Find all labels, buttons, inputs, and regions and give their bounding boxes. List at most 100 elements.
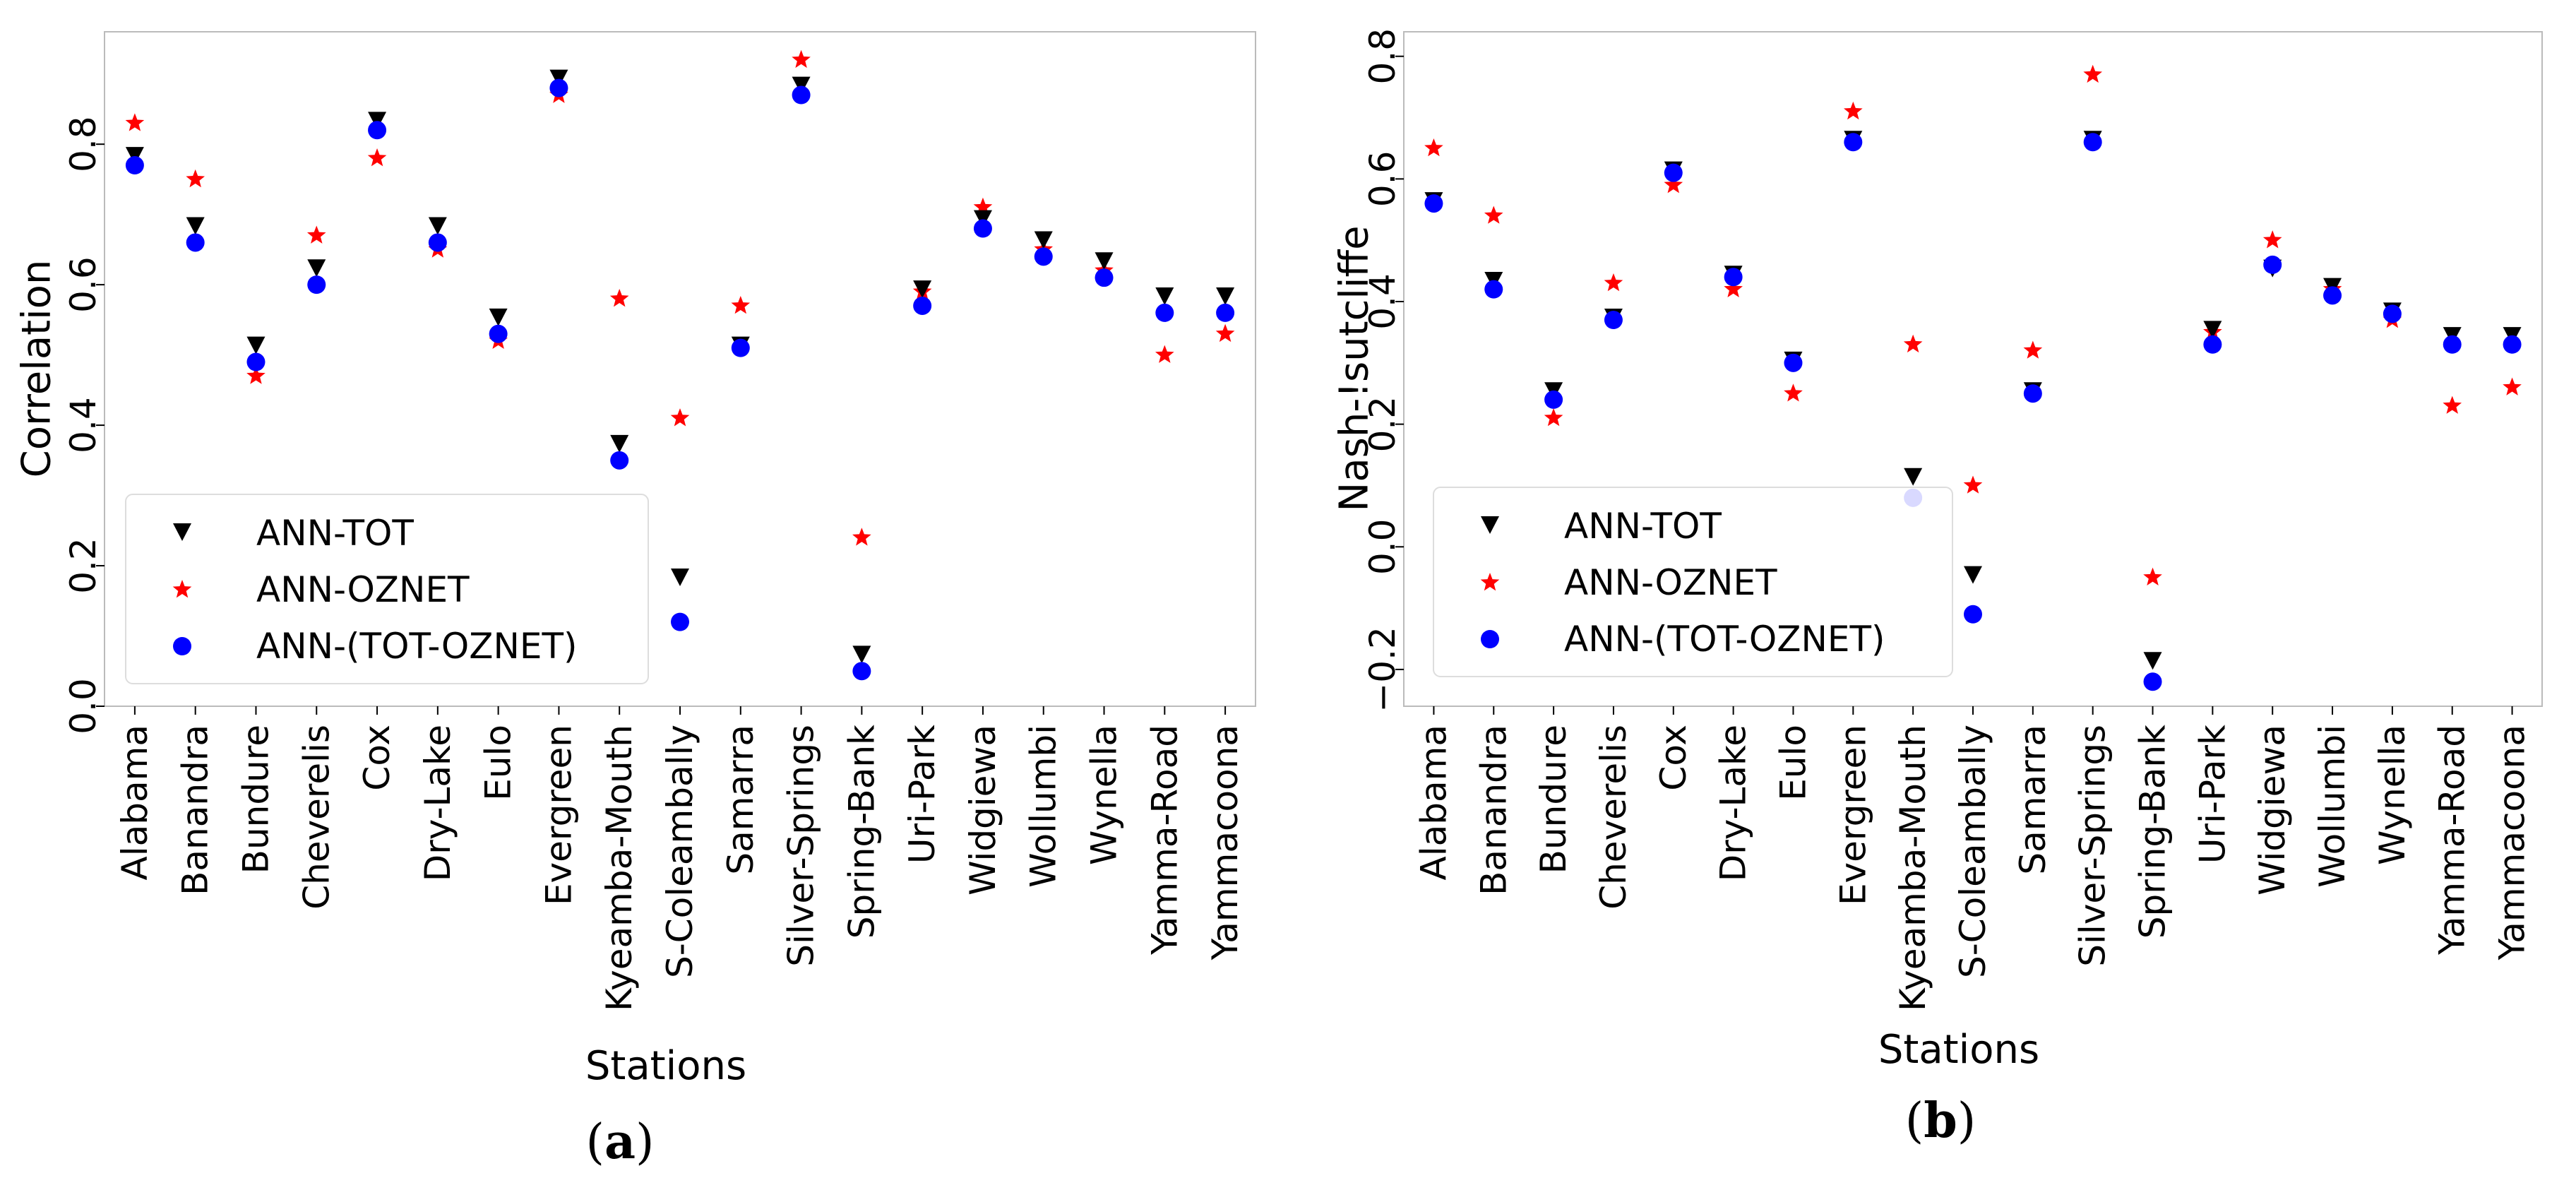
- data-point-ann-tot: [307, 259, 326, 278]
- panel-label-open: (: [585, 1114, 604, 1170]
- y-tick-label: 0.2: [1362, 396, 1403, 453]
- data-point-ann-oznet: [1484, 206, 1503, 224]
- x-tick-label: Evergreen: [1832, 725, 1873, 905]
- x-tick-label: Cox: [1653, 725, 1694, 791]
- data-point-ann-tot: [549, 69, 568, 88]
- x-tick-label: Evergreen: [538, 725, 579, 905]
- data-point-ann-tot-oznet: [549, 78, 568, 97]
- data-point-ann-tot-oznet: [186, 233, 205, 252]
- data-point-ann-oznet: [1544, 407, 1563, 427]
- x-tick-label: S-Coleambally: [1952, 725, 1993, 978]
- data-point-ann-tot-oznet: [2263, 255, 2282, 274]
- data-point-ann-tot-oznet: [1155, 303, 1174, 322]
- legend-marker: [173, 523, 191, 541]
- data-point-ann-oznet: [2443, 395, 2462, 414]
- data-point-ann-tot: [368, 112, 387, 130]
- legend-label: ANN-(TOT-OZNET): [1564, 619, 1885, 660]
- y-tick-label: 0.4: [63, 397, 104, 453]
- data-point-ann-tot-oznet: [1664, 163, 1683, 182]
- data-point-ann-tot-oznet: [1964, 605, 1982, 624]
- data-point-ann-oznet: [1215, 323, 1235, 343]
- legend-label: ANN-TOT: [1564, 506, 1722, 547]
- data-point-ann-tot-oznet: [428, 233, 447, 252]
- x-tick-label: Spring-Bank: [841, 725, 882, 939]
- legend-marker: [173, 637, 191, 655]
- y-tick-label: 0.0: [63, 678, 104, 734]
- data-point-ann-tot: [671, 568, 689, 586]
- legend-label: ANN-(TOT-OZNET): [256, 626, 578, 667]
- legend-marker: [172, 580, 192, 598]
- x-tick-label: Wollumbi: [2312, 725, 2353, 888]
- x-tick-label: Cox: [357, 725, 398, 791]
- data-point-ann-tot-oznet: [368, 121, 387, 140]
- data-point-ann-tot: [792, 76, 811, 95]
- data-point-ann-oznet: [246, 366, 266, 384]
- x-tick-label: Silver-Springs: [2073, 725, 2113, 967]
- data-point-ann-tot-oznet: [913, 296, 932, 315]
- data-point-ann-tot-oznet: [1724, 268, 1743, 287]
- data-point-ann-tot: [1155, 287, 1174, 306]
- data-point-ann-tot-oznet: [489, 324, 508, 343]
- x-tick-label: Uri-Park: [2192, 725, 2233, 864]
- data-point-ann-tot: [913, 280, 932, 299]
- data-point-ann-oznet: [731, 295, 751, 314]
- data-point-ann-tot-oznet: [973, 219, 992, 238]
- data-point-ann-tot-oznet: [1424, 194, 1443, 213]
- data-point-ann-oznet: [973, 197, 993, 216]
- data-point-ann-oznet: [2262, 230, 2282, 249]
- y-tick-label: 0.2: [63, 537, 104, 594]
- data-point-ann-tot-oznet: [731, 338, 750, 357]
- x-tick-label: Cheverelis: [1593, 725, 1634, 910]
- data-point-ann-oznet: [1604, 273, 1623, 292]
- data-point-ann-tot-oznet: [2383, 304, 2402, 323]
- data-point-ann-tot: [1034, 231, 1053, 249]
- legend-box: [125, 494, 649, 684]
- x-axis-label: Stations: [1878, 1027, 2039, 1073]
- data-point-ann-tot-oznet: [1034, 247, 1053, 266]
- x-tick-label: Bundure: [1533, 725, 1574, 874]
- data-point-ann-tot-oznet: [1484, 280, 1503, 299]
- x-tick-label: Widgiewa: [962, 725, 1003, 896]
- x-tick-label: Banandra: [175, 725, 216, 896]
- data-point-ann-oznet: [367, 148, 387, 167]
- data-point-ann-oznet: [1424, 138, 1443, 157]
- panel-label-letter: b: [1924, 1093, 1957, 1149]
- x-tick-label: Kyeamba-Mouth: [1892, 725, 1933, 1011]
- data-point-ann-tot-oznet: [1604, 311, 1623, 330]
- data-point-ann-oznet: [1724, 279, 1743, 297]
- data-point-ann-oznet: [306, 225, 326, 244]
- y-tick-label: −0.2: [1362, 626, 1403, 712]
- data-point-ann-tot-oznet: [792, 85, 811, 105]
- data-point-ann-tot-oznet: [2443, 335, 2462, 354]
- data-point-ann-oznet: [1664, 175, 1683, 194]
- x-tick-label: Spring-Bank: [2133, 725, 2174, 939]
- data-point-ann-tot: [125, 147, 144, 165]
- data-point-ann-tot: [246, 336, 266, 355]
- x-tick-label: Wynella: [1084, 725, 1125, 865]
- y-tick-label: 0.6: [63, 256, 104, 313]
- legend-marker: [1481, 516, 1499, 534]
- x-tick-label: Yamma-Road: [1144, 725, 1185, 956]
- x-tick-label: Kyeamba-Mouth: [599, 725, 640, 1011]
- legend: ANN-TOT ANN-OZNET ANN-(TOT-OZNET): [1433, 487, 1953, 677]
- panel-label-letter: a: [604, 1114, 636, 1170]
- x-tick-label: Yammacoona: [1205, 725, 1246, 960]
- data-point-ann-oznet: [186, 169, 205, 188]
- y-tick-label: 0.8: [1362, 28, 1403, 85]
- x-tick-label: Wynella: [2372, 725, 2413, 865]
- data-point-ann-tot: [1964, 566, 1982, 584]
- data-point-ann-tot-oznet: [1095, 268, 1114, 287]
- x-tick-label: Eulo: [1772, 725, 1813, 801]
- panel-label-open: (: [1905, 1093, 1924, 1149]
- x-tick-label: S-Coleambally: [660, 725, 700, 978]
- data-point-ann-tot: [973, 210, 992, 228]
- data-point-ann-tot: [186, 217, 205, 235]
- data-point-ann-tot-oznet: [307, 275, 326, 294]
- x-tick-label: Uri-Park: [902, 725, 943, 864]
- data-point-ann-tot-oznet: [125, 156, 144, 175]
- x-tick-label: Dry-Lake: [417, 725, 458, 881]
- data-point-ann-tot-oznet: [1544, 390, 1563, 409]
- x-tick-label: Cheverelis: [296, 725, 337, 910]
- chart-panel-a: 0.0 0.2 0.4 0.6 0.8 Alabama Banandra Bundure Che…: [14, 31, 1256, 1170]
- panel-label-close: ): [1957, 1093, 1976, 1149]
